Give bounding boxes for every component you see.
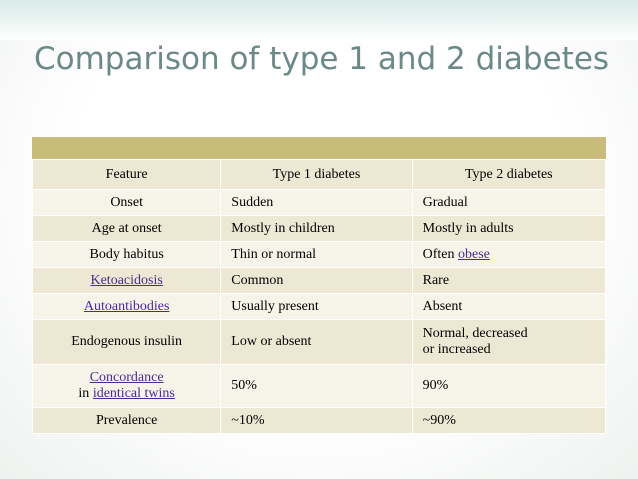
feature-cell: Ketoacidosis: [31, 267, 222, 294]
feature-cell: Age at onset: [31, 215, 222, 242]
identical-twins-link[interactable]: identical twins: [92, 386, 175, 401]
feature-cell: Body habitus: [31, 241, 222, 268]
table-row: Concordance in identical twins 50% 90%: [31, 364, 607, 408]
table-header-bar: [32, 137, 606, 159]
type1-cell: Usually present: [220, 293, 413, 320]
feature-cell: Onset: [31, 189, 222, 216]
type2-line1: Normal, decreased: [422, 326, 528, 341]
header-type1: Type 1 diabetes: [220, 159, 413, 190]
type1-cell: Mostly in children: [220, 215, 413, 242]
feature-cell: Prevalence: [31, 407, 222, 434]
type1-cell: ~10%: [220, 407, 413, 434]
table-row: Age at onset Mostly in children Mostly i…: [31, 215, 607, 242]
autoantibodies-link[interactable]: Autoantibodies: [83, 298, 170, 314]
concordance-link[interactable]: Concordance: [89, 370, 164, 385]
type1-cell: Common: [220, 267, 413, 294]
header-type2: Type 2 diabetes: [411, 159, 607, 190]
feature-text: in: [78, 386, 93, 401]
type1-cell: Low or absent: [220, 319, 413, 365]
type2-cell: 90%: [411, 364, 607, 408]
obese-link[interactable]: obese: [458, 246, 490, 262]
type2-cell: Rare: [411, 267, 607, 294]
header-feature: Feature: [31, 159, 222, 190]
top-decor-band: [0, 0, 638, 40]
type1-cell: 50%: [220, 364, 413, 408]
feature-cell: Concordance in identical twins: [31, 364, 222, 408]
type2-cell: Normal, decreased or increased: [411, 319, 607, 365]
type2-cell: Absent: [411, 293, 607, 320]
type2-cell: Often obese: [411, 241, 607, 268]
table-row: Body habitus Thin or normal Often obese: [31, 241, 607, 268]
type1-cell: Thin or normal: [220, 241, 413, 268]
feature-cell: Endogenous insulin: [31, 319, 222, 365]
comparison-table: Feature Type 1 diabetes Type 2 diabetes …: [31, 159, 607, 434]
table-row: Onset Sudden Gradual: [31, 189, 607, 216]
table-header-row: Feature Type 1 diabetes Type 2 diabetes: [31, 159, 607, 190]
slide-title: Comparison of type 1 and 2 diabetes: [34, 41, 610, 77]
type2-cell: Mostly in adults: [411, 215, 607, 242]
table-row: Endogenous insulin Low or absent Normal,…: [31, 319, 607, 365]
type2-cell: ~90%: [411, 407, 607, 434]
type2-text: Often: [422, 246, 459, 262]
feature-cell: Autoantibodies: [31, 293, 222, 320]
table-row: Prevalence ~10% ~90%: [31, 407, 607, 434]
type2-cell: Gradual: [411, 189, 607, 216]
table-row: Autoantibodies Usually present Absent: [31, 293, 607, 320]
ketoacidosis-link[interactable]: Ketoacidosis: [90, 272, 163, 288]
type2-line2: or increased: [422, 342, 491, 357]
type1-cell: Sudden: [220, 189, 413, 216]
table-row: Ketoacidosis Common Rare: [31, 267, 607, 294]
